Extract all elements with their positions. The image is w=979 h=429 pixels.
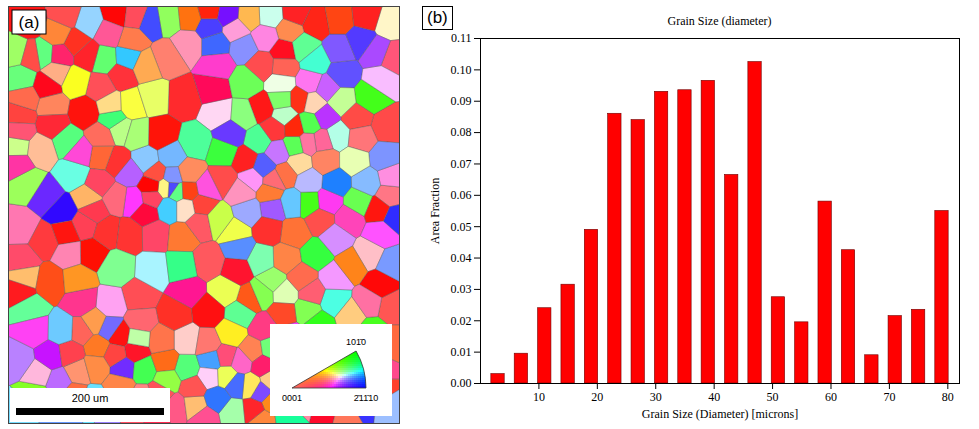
svg-text:0.10: 0.10 [451,63,472,77]
svg-text:Area Fraction: Area Fraction [428,178,442,244]
svg-text:20: 20 [591,390,603,404]
svg-text:0.00: 0.00 [451,376,472,390]
svg-text:30: 30 [650,390,662,404]
svg-text:0001: 0001 [282,393,302,403]
svg-text:101̄0: 101̄0 [346,337,366,347]
svg-text:50: 50 [767,390,779,404]
svg-text:0.01: 0.01 [451,345,472,359]
svg-text:0.11: 0.11 [451,31,472,45]
svg-text:0.02: 0.02 [451,314,472,328]
svg-text:70: 70 [883,390,895,404]
svg-text:Grain Size (Diameter) [microns: Grain Size (Diameter) [microns] [642,407,798,421]
svg-text:(a): (a) [19,13,40,32]
svg-text:0.05: 0.05 [451,220,472,234]
svg-text:0.07: 0.07 [451,157,472,171]
svg-text:60: 60 [825,390,837,404]
svg-text:0.08: 0.08 [451,125,472,139]
html-text:(b): (b) [427,8,448,27]
svg-text:40: 40 [708,390,720,404]
svg-text:0.03: 0.03 [451,282,472,296]
svg-text:200 um: 200 um [72,392,109,404]
html-text:Grain Size (diameter): Grain Size (diameter) [667,14,772,28]
svg-text:10: 10 [533,390,545,404]
svg-text:2̄11̄10: 2̄11̄10 [354,393,378,403]
svg-text:80: 80 [942,390,954,404]
svg-text:0.06: 0.06 [451,188,472,202]
svg-text:0.09: 0.09 [451,94,472,108]
svg-text:0.04: 0.04 [451,251,472,265]
